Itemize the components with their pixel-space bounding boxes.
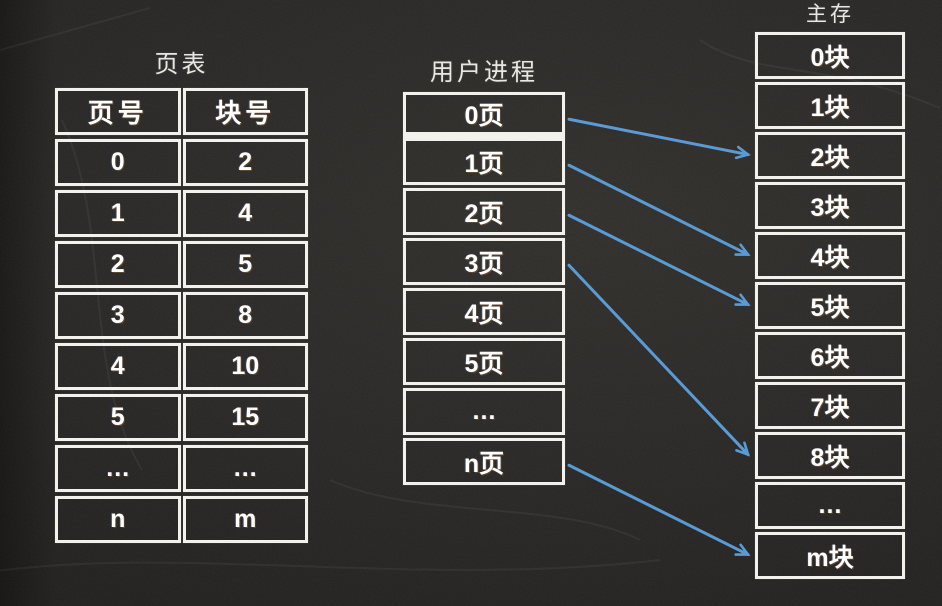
process-page-cell: 0页 [403,92,565,139]
main-memory-column: 0块 1块 2块 3块 4块 5块 6块 7块 8块… m块 [755,32,905,579]
page-number-cell: 5 [55,394,181,441]
page-number-cell: 4 [55,343,181,390]
memory-block-cell: 7块 [755,382,905,429]
page-table-title: 页表 [154,51,209,78]
memory-block-cell: 1块 [755,82,905,129]
block-number-cell: 10 [182,343,308,390]
user-process-column: 0页 1页 2页 3页 4页 5页… n页 [403,92,565,485]
page-table: 页号 块号 0 2 1 4 2 5 3 8 4 10 5 15…… n m [55,88,308,543]
block-number-cell: 2 [182,139,308,186]
page-number-cell: 1 [55,190,181,237]
memory-block-cell: m块 [755,532,905,579]
memory-block-cell: … [755,482,905,529]
block-number-cell: m [182,496,308,543]
memory-block-cell: 8块 [755,432,905,479]
process-page-cell: … [403,388,565,435]
block-number-cell: 8 [182,292,308,339]
memory-block-cell: 5块 [755,282,905,329]
process-page-cell: 4页 [403,288,565,335]
process-page-cell: n页 [403,438,565,485]
page-number-cell: n [55,496,181,543]
page-number-header: 页号 [55,88,181,135]
memory-block-cell: 0块 [755,32,905,79]
page-number-cell: 2 [55,241,181,288]
block-number-cell: … [182,445,308,492]
main-memory-title: 主存 [806,3,854,26]
memory-block-cell: 3块 [755,182,905,229]
process-page-cell: 3页 [403,238,565,285]
block-number-cell: 4 [182,190,308,237]
block-number-header: 块号 [182,88,308,135]
user-process-title: 用户进程 [430,59,538,86]
memory-block-cell: 4块 [755,232,905,279]
page-number-cell: … [55,445,181,492]
page-number-cell: 0 [55,139,181,186]
process-page-cell: 5页 [403,338,565,385]
memory-block-cell: 2块 [755,132,905,179]
process-page-cell: 2页 [403,188,565,235]
page-number-cell: 3 [55,292,181,339]
memory-block-cell: 6块 [755,332,905,379]
block-number-cell: 5 [182,241,308,288]
block-number-cell: 15 [182,394,308,441]
process-page-cell: 1页 [403,138,565,185]
